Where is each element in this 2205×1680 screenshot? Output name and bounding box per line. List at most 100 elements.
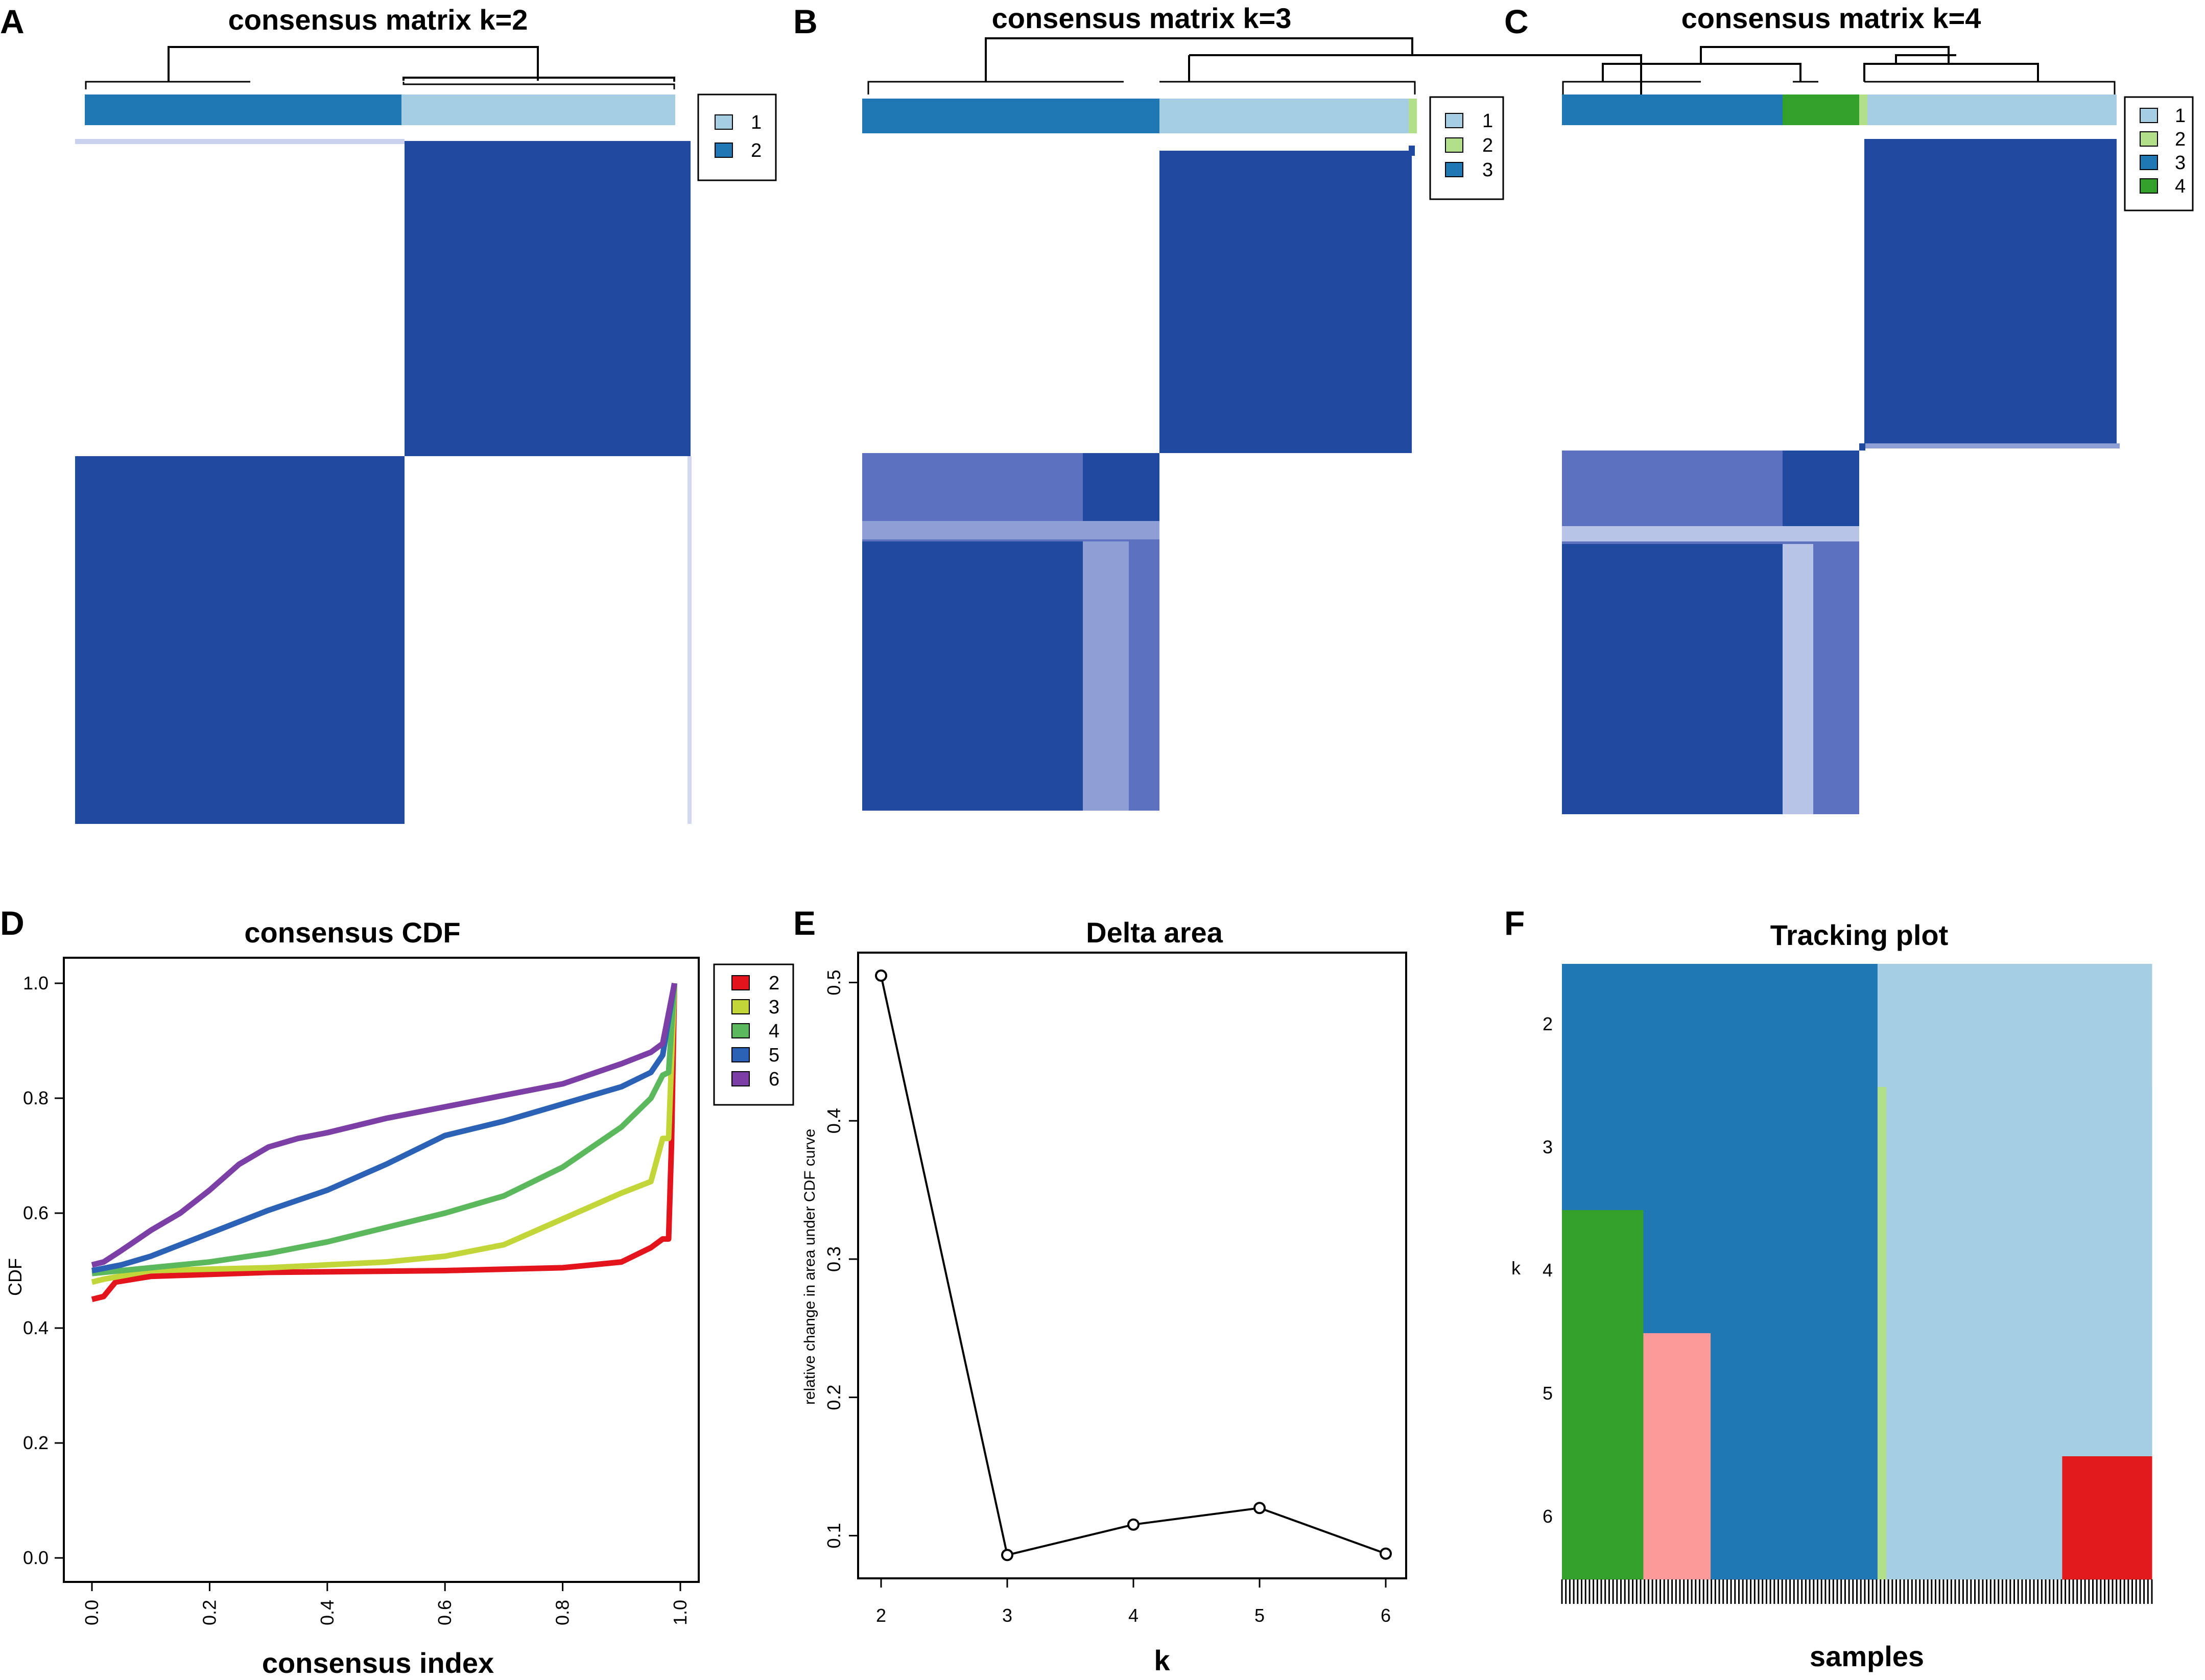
panel-b-legend-label-3: 3 bbox=[1482, 159, 1493, 181]
panel-a-cluster-bar-1 bbox=[401, 94, 675, 125]
panel-d-legend: 2 3 4 5 6 bbox=[713, 963, 794, 1106]
panel-c-cluster-bar-1 bbox=[1867, 94, 2117, 125]
panel-f-segment-k3-light_blue bbox=[1886, 1087, 2152, 1211]
panel-c-block-1 bbox=[1864, 139, 2117, 445]
panel-c-block-3 bbox=[1562, 544, 1783, 814]
panel-b-legend-label-2: 2 bbox=[1482, 135, 1493, 156]
panel-d-legend-label-4: 4 bbox=[769, 1021, 779, 1042]
panel-f-ytick-label-5: 5 bbox=[1543, 1383, 1553, 1404]
panel-f-ytick-label-6: 6 bbox=[1543, 1506, 1553, 1527]
panel-c-dendrogram-leaves bbox=[1562, 81, 2116, 94]
panel-d-ylabel: CDF bbox=[5, 1258, 26, 1296]
panel-e-point-k2 bbox=[875, 969, 887, 982]
panel-f-segment-k6-dark_blue bbox=[1711, 1456, 1878, 1580]
panel-a-cluster-bar-2 bbox=[85, 94, 401, 125]
panel-f-segment-k2-light_blue bbox=[1877, 964, 2152, 1087]
panel-f-segment-k4-light_blue bbox=[1886, 1210, 2152, 1334]
panel-a-legend-label-1: 1 bbox=[751, 112, 762, 133]
panel-f-tracking-segments bbox=[1562, 964, 2152, 1580]
panel-letter-e: E bbox=[793, 904, 816, 942]
panel-d-title: consensus CDF bbox=[244, 916, 460, 949]
panel-f-segment-k4-light_green bbox=[1877, 1210, 1887, 1334]
panel-e: Delta area 2 3 4 5 6 0.1 0.2 0.3 0.4 0.5 k relati… bbox=[801, 916, 1407, 1676]
panel-d-legend-swatch-2 bbox=[731, 975, 750, 990]
panel-e-point-k6 bbox=[1380, 1547, 1392, 1560]
panel-d-series-6 bbox=[91, 982, 677, 1268]
panel-b-legend-swatch-1 bbox=[1445, 113, 1463, 128]
panel-d-legend-label-3: 3 bbox=[769, 997, 779, 1018]
panel-e-title: Delta area bbox=[1086, 916, 1223, 949]
panel-f-segment-k5-light_blue bbox=[1886, 1333, 2152, 1457]
panel-d-legend-swatch-5 bbox=[731, 1047, 750, 1062]
panel-b-dendrogram bbox=[985, 37, 1642, 94]
panel-e-xlabel: k bbox=[1154, 1644, 1170, 1676]
panel-d-legend-label-2: 2 bbox=[769, 973, 779, 994]
panel-b-cluster-bar-3 bbox=[862, 99, 1159, 133]
panel-d-xtick-label: 0.2 bbox=[199, 1600, 220, 1625]
panel-a-legend-swatch-1 bbox=[715, 114, 733, 130]
panel-a-top-stripe bbox=[75, 139, 405, 144]
panel-b-cluster-bar-1 bbox=[1159, 99, 1409, 133]
panel-d-axes: 0.0 0.2 0.4 0.6 0.8 1.0 0.0 0.2 0.4 0.6 0.8 1.0 bbox=[23, 973, 691, 1625]
panel-a-legend-box bbox=[697, 93, 777, 181]
panel-e-series bbox=[875, 969, 1392, 1561]
panel-a-edge-stripe bbox=[687, 456, 692, 824]
panel-d-legend-box bbox=[713, 963, 794, 1106]
panel-f-segment-k6-light_green bbox=[1877, 1456, 1887, 1580]
panel-c-title: consensus matrix k=4 bbox=[1681, 2, 1981, 34]
panel-a-legend: 1 2 bbox=[697, 93, 777, 181]
panel-c-block-1-edge bbox=[1864, 443, 2120, 448]
panel-c-legend: 1 2 3 4 bbox=[2124, 96, 2194, 211]
panel-c-legend-swatch-2 bbox=[2140, 131, 2158, 147]
panel-e-point-k3 bbox=[1001, 1549, 1013, 1561]
panel-c-stripe-h bbox=[1562, 526, 1859, 541]
panel-f-segment-k5-light_green bbox=[1877, 1333, 1887, 1457]
panel-b-legend-swatch-2 bbox=[1445, 137, 1463, 153]
panel-d-legend-items: 2 3 4 5 6 bbox=[731, 973, 779, 1090]
panel-f-segment-k6-red bbox=[2062, 1456, 2152, 1580]
panel-d-legend-label-5: 5 bbox=[769, 1045, 779, 1066]
panel-f-segment-k2-dark_blue bbox=[1562, 964, 1878, 1087]
panel-a: consensus matrix k=2 1 2 bbox=[75, 4, 777, 824]
panel-f-ytick-label-2: 2 bbox=[1543, 1013, 1553, 1034]
panel-e-ytick-label: 0.2 bbox=[823, 1385, 844, 1410]
panel-d-xtick-label: 1.0 bbox=[670, 1600, 691, 1625]
panel-e-point-k5 bbox=[1253, 1502, 1266, 1515]
panel-e-point-k4 bbox=[1127, 1518, 1140, 1531]
panel-b-legend-label-1: 1 bbox=[1482, 110, 1493, 132]
panel-c-legend-box bbox=[2124, 96, 2194, 211]
panel-d-legend-swatch-4 bbox=[731, 1023, 750, 1038]
panel-d-xtick-label: 0.6 bbox=[434, 1600, 455, 1625]
panel-d-ytick-label: 0.8 bbox=[23, 1087, 49, 1108]
panel-d-series-4 bbox=[91, 983, 677, 1276]
panel-c-cluster-bar-3 bbox=[1562, 94, 1783, 125]
panel-d-xtick-label: 0.0 bbox=[81, 1600, 102, 1625]
panel-d-plot-frame bbox=[63, 957, 700, 1583]
panel-d-ytick-label: 0.2 bbox=[23, 1432, 49, 1453]
panel-d-xtick-label: 0.4 bbox=[317, 1600, 338, 1625]
panel-c-dendrogram bbox=[1602, 46, 2039, 82]
panel-a-block-2 bbox=[75, 456, 405, 824]
panel-letter-c: C bbox=[1504, 3, 1529, 40]
panel-d-series bbox=[91, 982, 677, 1303]
panel-f-axes: 2 3 4 5 6 bbox=[1543, 1013, 1553, 1527]
panel-e-plot-frame bbox=[857, 952, 1407, 1579]
panel-a-dendrogram-leaves bbox=[85, 81, 675, 89]
panel-d-ytick-label: 0.6 bbox=[23, 1202, 49, 1223]
panel-d-series-2 bbox=[91, 983, 677, 1303]
panel-e-line bbox=[880, 975, 1386, 1556]
panel-f-segment-k6-green bbox=[1562, 1456, 1644, 1580]
panel-a-block-1 bbox=[405, 141, 691, 456]
panel-f-ytick-label-4: 4 bbox=[1543, 1260, 1553, 1281]
panel-c-legend-label-4: 4 bbox=[2175, 176, 2186, 197]
panel-c-block-4 bbox=[1783, 451, 1859, 527]
panel-f-segment-k6-light_blue bbox=[1886, 1456, 2062, 1580]
panel-b-dendrogram-leaves bbox=[867, 81, 1416, 94]
panel-f-segment-k6-pink bbox=[1643, 1456, 1711, 1580]
panel-b-stripe-v bbox=[1083, 541, 1129, 811]
panel-d-xtick-label: 0.8 bbox=[552, 1600, 573, 1625]
panel-c-legend-swatch-4 bbox=[2140, 178, 2158, 194]
panel-e-ytick-label: 0.5 bbox=[823, 970, 844, 996]
panel-e-xtick-label: 2 bbox=[876, 1605, 886, 1626]
panel-f-title: Tracking plot bbox=[1770, 919, 1949, 951]
